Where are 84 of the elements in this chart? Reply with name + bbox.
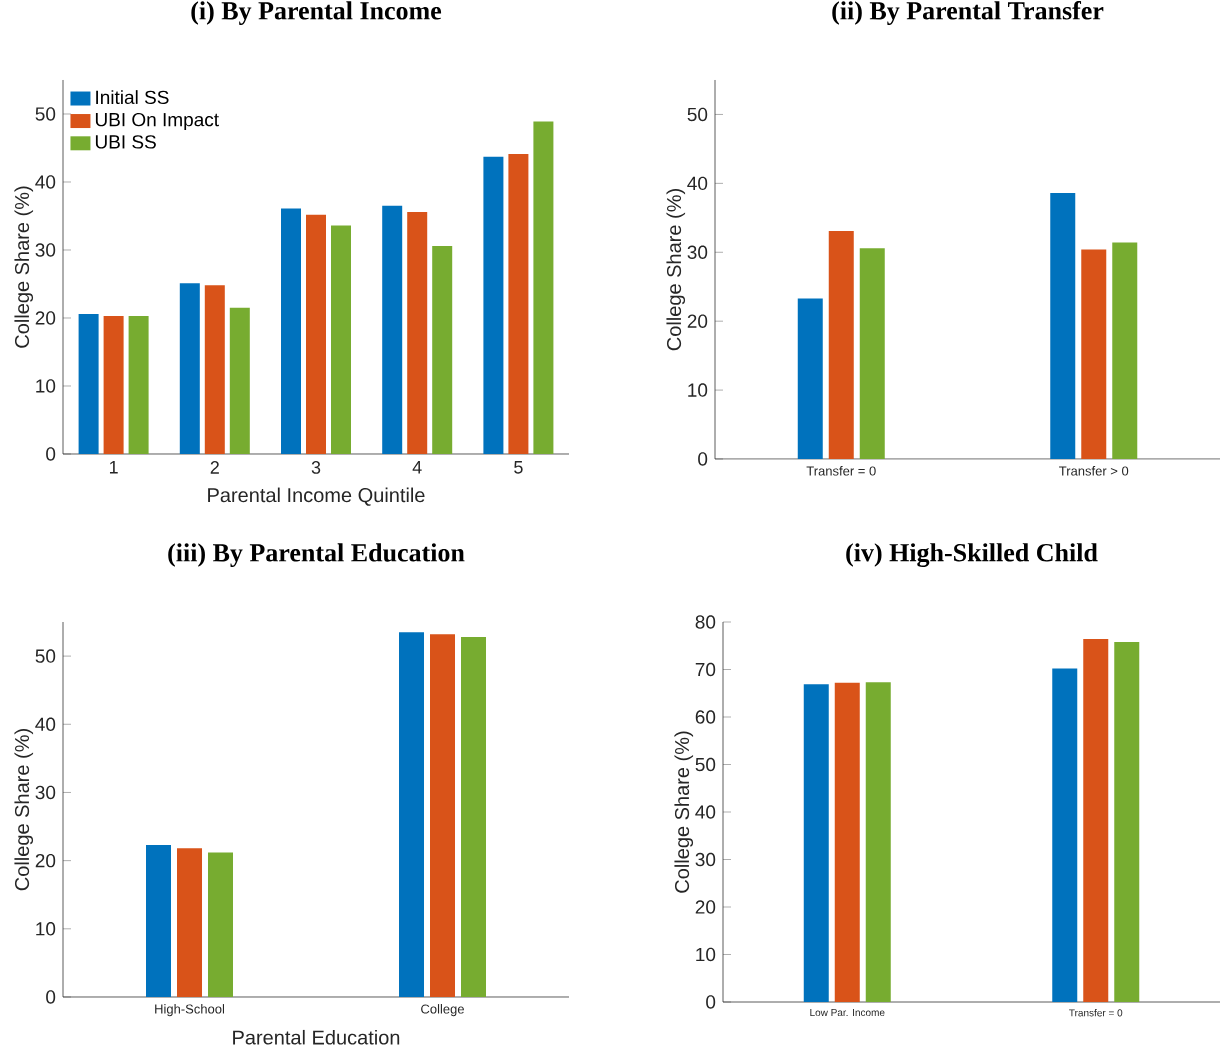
chart-title: (ii) By Parental Transfer [832,1,1104,25]
x-tick-label: Low Par. Income [810,1009,885,1017]
x-tick-label: Transfer = 0 [1069,1009,1123,1017]
bar [399,632,425,997]
x-tick-label: 5 [514,461,523,474]
chart-title: (iv) High-Skilled Child [846,543,1098,567]
bar [483,156,504,454]
bar [508,154,529,454]
y-tick-label: 60 [695,710,716,724]
bar [797,298,823,459]
y-tick-label: 40 [35,717,56,732]
y-tick-label: 10 [36,379,56,393]
bar [533,121,554,454]
y-tick-label: 0 [46,447,56,461]
bar [146,844,171,997]
y-tick-label: 50 [35,107,56,121]
bar [1083,639,1109,1002]
y-tick-label: 20 [695,900,716,914]
y-tick-label: 0 [706,995,716,1009]
bar [432,245,453,454]
bar [179,283,200,454]
bar [1081,249,1107,459]
x-axis-title: Parental Education [233,1029,400,1045]
y-tick-label: 50 [695,757,716,772]
bar [78,313,99,454]
bar [1050,193,1076,459]
y-tick-label: 10 [688,383,708,397]
bar [128,315,149,454]
bar [828,230,854,459]
x-tick-label: College [421,1004,464,1017]
bar [803,684,829,1002]
y-tick-label: 40 [687,176,708,191]
y-tick-label: 20 [35,311,56,325]
legend-label: UBI On Impact [95,112,219,131]
y-axis-title: College Share (%) [14,729,34,891]
bar [461,637,487,997]
y-tick-label: 30 [687,245,708,259]
bar [281,208,301,454]
legend-label: Initial SS [96,90,169,105]
bar [865,682,891,1002]
x-tick-label: 4 [412,461,422,474]
x-tick-label: High-School [155,1004,225,1017]
y-axis-title: College Share (%) [674,731,694,893]
y-axis-title: College Share (%) [14,186,34,348]
y-tick-label: 20 [35,853,56,868]
y-tick-label: 50 [35,649,56,663]
bar [834,682,860,1002]
y-tick-label: 50 [687,107,708,122]
x-tick-label: 3 [311,461,321,474]
bar [1052,668,1078,1002]
bar [208,852,234,997]
bar [204,285,225,454]
x-tick-label: 2 [210,461,219,474]
bar [229,307,250,454]
y-axis-title: College Share (%) [666,189,686,351]
y-tick-label: 80 [695,615,716,629]
bar [177,848,203,997]
y-tick-label: 40 [35,175,56,189]
y-tick-label: 20 [687,314,708,328]
bar [1114,641,1140,1002]
y-tick-label: 10 [696,947,716,962]
bar [382,205,403,454]
bar [331,225,351,454]
y-tick-label: 0 [46,990,56,1004]
y-tick-label: 70 [695,662,716,677]
bar [430,634,456,997]
x-tick-label: 1 [109,461,118,474]
y-tick-label: 40 [695,805,716,819]
bar [859,248,885,459]
bar [1112,242,1138,459]
bar [407,211,428,454]
bar [306,214,326,454]
legend-label: UBI SS [95,135,156,149]
y-tick-label: 30 [35,785,56,800]
chart-title: (i) By Parental Income [191,1,442,25]
y-tick-label: 30 [695,852,716,867]
bar [103,315,124,454]
y-tick-label: 0 [698,452,708,466]
x-tick-label: Transfer = 0 [806,466,876,476]
x-tick-label: Transfer > 0 [1059,466,1129,476]
y-tick-label: 10 [36,922,56,936]
y-tick-label: 30 [35,243,56,257]
x-axis-title: Parental Income Quintile [208,487,425,506]
chart-title: (iii) By Parental Education [168,543,465,567]
